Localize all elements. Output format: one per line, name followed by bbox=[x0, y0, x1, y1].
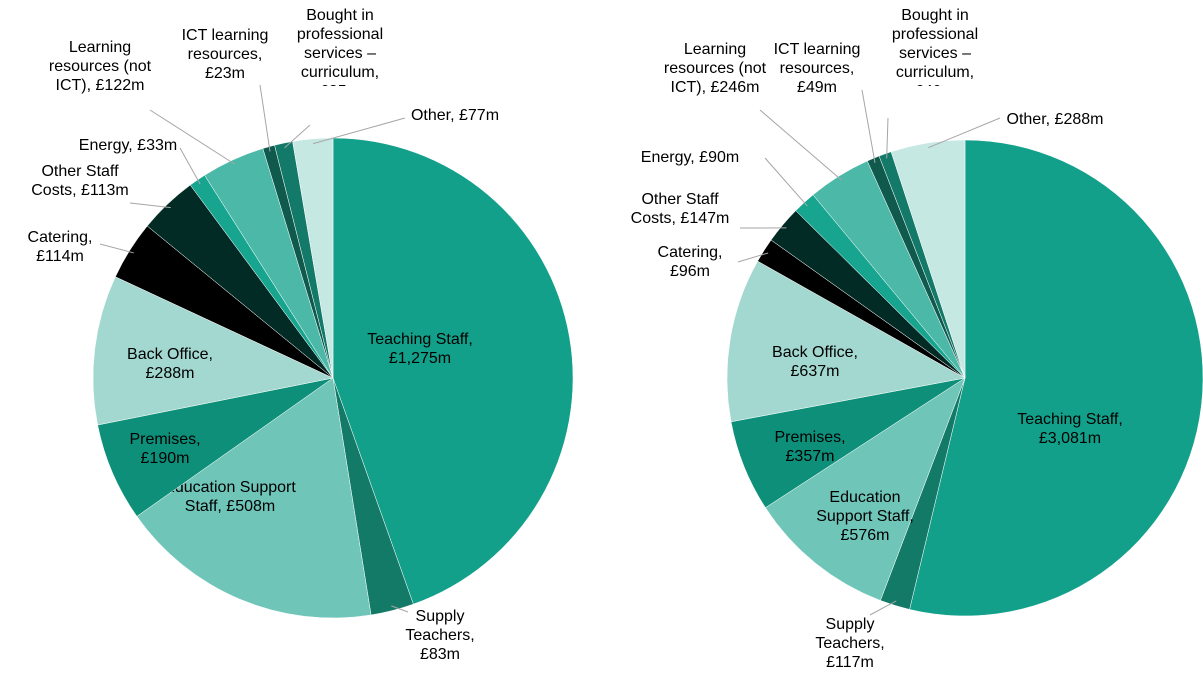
data-label: Bought in professional services – curric… bbox=[891, 7, 979, 86]
data-label-box: Premises, £190m bbox=[129, 431, 201, 467]
data-label-box: ICT learning resources, £23m bbox=[181, 27, 269, 82]
data-label-box: Back Office, £288m bbox=[127, 346, 213, 382]
data-label-box: Teaching Staff, £1,275m bbox=[367, 331, 473, 367]
data-label: Other Staff Costs, £113m bbox=[31, 163, 129, 199]
data-label: Energy, £90m bbox=[640, 149, 740, 166]
data-label: Learning resources (not ICT), £246m bbox=[663, 41, 767, 96]
data-label-box: Learning resources (not ICT), £246m bbox=[663, 41, 767, 96]
data-label: ICT learning resources, £23m bbox=[181, 27, 269, 82]
pie-slice bbox=[765, 377, 966, 601]
data-label: Supply Teachers, £83m bbox=[405, 608, 475, 663]
leader-line bbox=[928, 117, 1001, 149]
data-label: Other, £77m bbox=[410, 107, 500, 124]
leader-line bbox=[764, 157, 808, 207]
pie-slice bbox=[726, 260, 966, 423]
leader-line bbox=[179, 147, 201, 185]
data-label-box: Supply Teachers, £83m bbox=[405, 608, 475, 663]
data-label-box: Back Office, £637m bbox=[772, 344, 858, 380]
data-label: Other Staff Costs, £147m bbox=[630, 191, 730, 227]
data-label-box: Other Staff Costs, £113m bbox=[31, 163, 129, 199]
pie-slice bbox=[890, 139, 966, 379]
data-label-box: Premises, £357m bbox=[774, 429, 846, 465]
leader-line bbox=[759, 109, 842, 181]
data-label-box: Energy, £90m bbox=[640, 149, 740, 166]
pie-slice bbox=[92, 276, 334, 426]
data-label-box: Teaching Staff, £3,081m bbox=[1017, 411, 1123, 447]
data-label: Education Support Staff, £576m bbox=[816, 489, 914, 544]
leader-line bbox=[869, 600, 897, 616]
leader-line bbox=[149, 109, 236, 165]
leader-line bbox=[129, 202, 171, 209]
data-label: Learning resources (not ICT), £122m bbox=[48, 39, 152, 94]
data-label: Catering, £114m bbox=[27, 229, 93, 265]
data-label-box: Catering, £114m bbox=[27, 229, 93, 265]
leader-line bbox=[99, 243, 134, 254]
data-label: Premises, £357m bbox=[774, 429, 846, 465]
data-label: Back Office, £288m bbox=[127, 346, 213, 382]
data-label-box: Other Staff Costs, £147m bbox=[630, 191, 730, 227]
data-label: Teaching Staff, £1,275m bbox=[367, 331, 473, 367]
data-label-box: Education Support Staff, £576m bbox=[816, 489, 914, 544]
data-label: Supply Teachers, £117m bbox=[815, 616, 885, 671]
pie-slice bbox=[332, 137, 574, 605]
data-label-box: Other, £77m bbox=[410, 107, 500, 124]
data-label-box: Learning resources (not ICT), £122m bbox=[48, 39, 152, 94]
data-label-box: Supply Teachers, £117m bbox=[815, 616, 885, 671]
data-label: Other, £288m bbox=[1006, 111, 1104, 128]
leader-line bbox=[737, 252, 769, 263]
data-label-box: Bought in professional services – curric… bbox=[296, 7, 384, 86]
pie-slice bbox=[136, 377, 372, 619]
data-label-box: Catering, £96m bbox=[657, 244, 723, 280]
data-label: Premises, £190m bbox=[129, 431, 201, 467]
leader-line bbox=[284, 124, 311, 149]
leader-line bbox=[886, 117, 889, 159]
data-label-box: Bought in professional services – curric… bbox=[891, 7, 979, 86]
data-label-box: Education Support Staff, £508m bbox=[164, 479, 296, 515]
leader-line bbox=[861, 89, 876, 163]
data-label-box: ICT learning resources, £49m bbox=[773, 41, 861, 96]
data-label: Teaching Staff, £3,081m bbox=[1017, 411, 1123, 447]
leader-line bbox=[313, 117, 406, 145]
leader-line bbox=[259, 84, 271, 152]
pie-slice bbox=[909, 139, 1203, 617]
data-label: Catering, £96m bbox=[657, 244, 723, 280]
data-label: Bought in professional services – curric… bbox=[296, 7, 384, 86]
data-label-box: Other, £288m bbox=[1006, 111, 1104, 128]
data-label-box: Energy, £33m bbox=[78, 137, 178, 154]
data-label: Back Office, £637m bbox=[772, 344, 858, 380]
data-label: Energy, £33m bbox=[78, 137, 178, 154]
leader-line bbox=[391, 605, 409, 613]
data-label: Education Support Staff, £508m bbox=[164, 479, 296, 515]
data-label: ICT learning resources, £49m bbox=[773, 41, 861, 96]
